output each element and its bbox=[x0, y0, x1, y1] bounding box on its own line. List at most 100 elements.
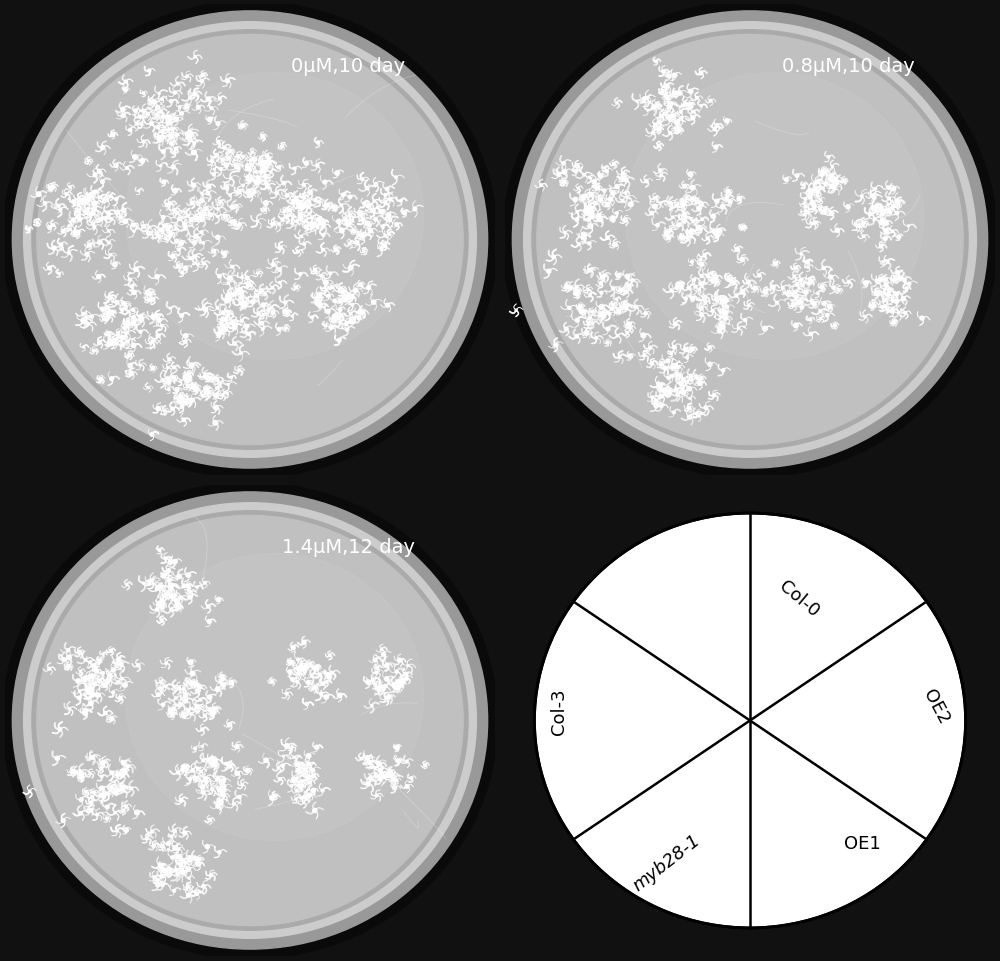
Circle shape bbox=[221, 394, 224, 397]
Circle shape bbox=[115, 211, 120, 215]
Circle shape bbox=[703, 255, 706, 258]
Circle shape bbox=[709, 100, 712, 103]
Circle shape bbox=[93, 350, 95, 353]
Circle shape bbox=[809, 280, 813, 284]
Circle shape bbox=[288, 215, 290, 217]
Circle shape bbox=[598, 175, 603, 179]
Circle shape bbox=[86, 198, 90, 202]
Circle shape bbox=[61, 231, 65, 234]
Circle shape bbox=[753, 286, 757, 291]
Circle shape bbox=[667, 377, 670, 380]
Circle shape bbox=[861, 196, 863, 198]
Circle shape bbox=[179, 241, 184, 246]
Circle shape bbox=[90, 694, 94, 698]
Circle shape bbox=[586, 208, 590, 211]
Circle shape bbox=[109, 313, 111, 315]
Circle shape bbox=[241, 784, 244, 786]
Circle shape bbox=[48, 668, 51, 671]
Circle shape bbox=[263, 202, 268, 206]
Circle shape bbox=[122, 809, 125, 812]
Circle shape bbox=[360, 310, 365, 315]
Circle shape bbox=[106, 200, 109, 202]
Circle shape bbox=[171, 407, 174, 411]
Circle shape bbox=[696, 228, 699, 231]
Circle shape bbox=[324, 204, 329, 209]
Circle shape bbox=[618, 289, 623, 293]
Circle shape bbox=[672, 92, 677, 96]
Circle shape bbox=[389, 773, 393, 777]
Circle shape bbox=[835, 229, 839, 234]
Circle shape bbox=[373, 201, 375, 203]
Circle shape bbox=[662, 71, 665, 74]
Circle shape bbox=[339, 322, 341, 324]
Circle shape bbox=[662, 90, 664, 93]
Circle shape bbox=[133, 321, 135, 323]
Circle shape bbox=[124, 827, 128, 832]
Circle shape bbox=[295, 799, 297, 801]
Circle shape bbox=[222, 326, 225, 329]
Circle shape bbox=[303, 801, 305, 803]
Circle shape bbox=[208, 819, 211, 822]
Circle shape bbox=[233, 803, 235, 805]
Circle shape bbox=[578, 306, 583, 309]
Circle shape bbox=[185, 401, 189, 405]
Circle shape bbox=[288, 660, 293, 665]
Circle shape bbox=[884, 289, 886, 291]
Circle shape bbox=[173, 209, 176, 212]
Circle shape bbox=[794, 267, 797, 270]
Circle shape bbox=[239, 297, 243, 300]
Circle shape bbox=[515, 309, 517, 312]
Circle shape bbox=[306, 680, 310, 684]
Circle shape bbox=[302, 640, 306, 645]
Circle shape bbox=[722, 301, 726, 305]
Circle shape bbox=[344, 323, 348, 327]
Circle shape bbox=[591, 311, 594, 313]
Circle shape bbox=[368, 230, 373, 234]
Circle shape bbox=[337, 318, 340, 320]
Circle shape bbox=[648, 102, 650, 104]
Circle shape bbox=[305, 769, 307, 771]
Circle shape bbox=[59, 244, 63, 247]
Circle shape bbox=[393, 777, 395, 780]
Circle shape bbox=[226, 764, 228, 766]
Circle shape bbox=[681, 391, 685, 395]
Circle shape bbox=[77, 651, 82, 654]
Circle shape bbox=[670, 203, 673, 206]
Circle shape bbox=[196, 768, 200, 771]
Circle shape bbox=[386, 663, 389, 666]
Text: OE1: OE1 bbox=[844, 834, 881, 852]
Circle shape bbox=[100, 776, 103, 778]
Circle shape bbox=[98, 241, 102, 245]
Circle shape bbox=[102, 218, 104, 220]
Circle shape bbox=[388, 770, 392, 774]
Circle shape bbox=[686, 197, 688, 200]
Circle shape bbox=[588, 219, 590, 221]
Circle shape bbox=[255, 180, 258, 184]
Circle shape bbox=[702, 298, 706, 301]
Circle shape bbox=[800, 279, 803, 282]
Circle shape bbox=[132, 316, 134, 319]
Circle shape bbox=[108, 296, 112, 300]
Circle shape bbox=[125, 805, 127, 807]
Circle shape bbox=[740, 290, 745, 294]
Circle shape bbox=[215, 687, 220, 692]
Circle shape bbox=[825, 314, 829, 317]
Circle shape bbox=[162, 595, 166, 598]
Circle shape bbox=[165, 685, 167, 687]
Circle shape bbox=[656, 224, 659, 228]
Circle shape bbox=[704, 296, 706, 298]
Circle shape bbox=[179, 396, 183, 400]
Circle shape bbox=[229, 680, 234, 685]
Circle shape bbox=[183, 377, 186, 380]
Circle shape bbox=[208, 213, 212, 218]
Circle shape bbox=[98, 218, 101, 222]
Circle shape bbox=[342, 194, 345, 197]
Circle shape bbox=[133, 156, 137, 160]
Circle shape bbox=[693, 199, 695, 202]
Circle shape bbox=[215, 155, 219, 158]
Circle shape bbox=[142, 92, 145, 95]
Circle shape bbox=[170, 836, 173, 838]
Circle shape bbox=[812, 302, 816, 307]
Circle shape bbox=[684, 298, 686, 300]
Circle shape bbox=[687, 287, 691, 290]
